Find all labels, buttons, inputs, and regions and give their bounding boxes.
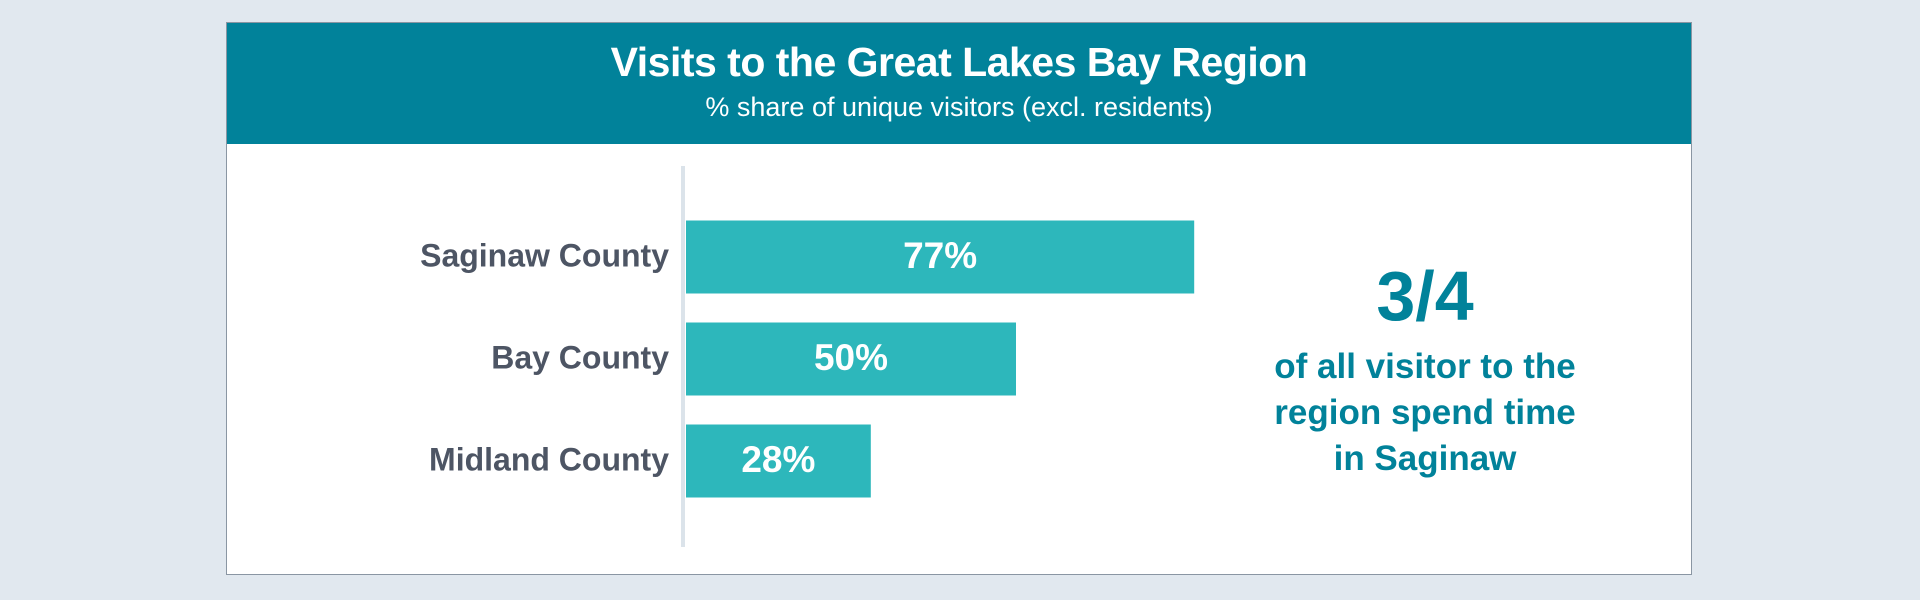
callout-text: of all visitor to the region spend time …	[1200, 344, 1650, 482]
callout-line: region spend time	[1274, 393, 1576, 432]
callout-line: in Saginaw	[1333, 439, 1517, 478]
bar	[686, 322, 1016, 396]
bar-value-label: 50%	[814, 337, 888, 378]
category-label: Saginaw County	[420, 237, 669, 273]
category-label: Midland County	[429, 441, 669, 477]
category-label: Bay County	[491, 339, 669, 375]
chart-subtitle: % share of unique visitors (excl. reside…	[705, 92, 1213, 122]
chart-card: Visits to the Great Lakes Bay Region % s…	[226, 22, 1692, 575]
bar-value-label: 28%	[741, 439, 815, 480]
callout: 3/4 of all visitor to the region spend t…	[1200, 258, 1650, 482]
callout-line: of all visitor to the	[1274, 347, 1576, 386]
bar	[686, 424, 871, 498]
bar	[686, 220, 1195, 294]
title-banner: Visits to the Great Lakes Bay Region % s…	[227, 23, 1691, 144]
bars-layer	[686, 220, 1195, 498]
chart-title: Visits to the Great Lakes Bay Region	[610, 39, 1308, 85]
labels-layer: Saginaw County 77% Bay County 50% Midland Co…	[420, 235, 977, 480]
bar-value-label: 77%	[903, 235, 977, 276]
callout-fraction: 3/4	[1376, 257, 1474, 335]
